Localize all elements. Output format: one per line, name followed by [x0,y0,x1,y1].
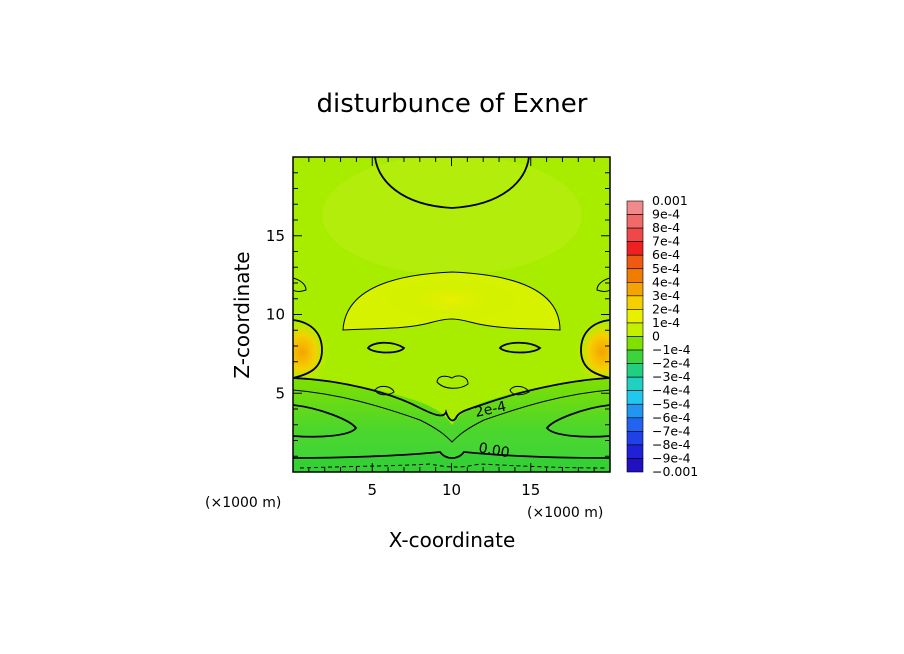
colorbar-swatch [626,227,644,242]
x-tick-label: 5 [367,481,377,499]
colorbar-swatch [626,390,644,405]
contour-left-eye [366,341,406,354]
colorbar-label: −9e-4 [652,450,691,465]
contour-2e-4 [293,377,610,422]
colorbar-swatch [626,254,644,270]
colorbar-label: 8e-4 [652,220,680,235]
contour-right-small [509,385,530,396]
colorbar-label: −3e-4 [652,369,691,384]
colorbar-swatch [626,295,644,310]
colorbar-label: 9e-4 [652,207,680,222]
y-tick-label: 10 [266,306,285,324]
colorbar-swatch [626,241,644,256]
chart-title: disturbunce of Exner [317,89,588,119]
colorbar-label: −6e-4 [652,410,691,425]
colorbar-label: −4e-4 [652,383,691,398]
x-axis: 5 10 15 [308,157,595,499]
contour-inner [293,389,610,443]
colorbar-label: 3e-4 [652,288,680,303]
colorbar-label: 1e-4 [652,315,680,330]
colorbar-swatch [626,417,644,432]
contours [293,157,610,469]
colorbar-label: −7e-4 [652,423,691,438]
colorbar-swatch [626,214,644,229]
y-axis-title: Z-coordinate [230,251,254,378]
contour-right-edge [596,277,610,292]
colorbar-swatch [626,403,644,419]
colorbar-label: 6e-4 [652,247,680,262]
x-tick-label: 10 [442,481,461,499]
contour-center-blob [436,375,469,389]
x-axis-title: X-coordinate [389,528,516,552]
colorbar-label: 4e-4 [652,274,680,289]
colorbar-swatch [626,200,644,215]
contour-label-zero: 0.00 [477,440,510,461]
contour-label-2e-4: 2e-4 [474,399,508,421]
x-tick-label: 15 [521,481,540,499]
contour-dome [342,271,561,331]
colorbar-swatch [626,444,644,459]
contour-top [374,157,530,209]
field-upper-band [322,157,582,275]
y-tick-label: 15 [266,227,285,245]
colorbar-label: 2e-4 [652,301,680,316]
contour-left-small [374,385,395,396]
colorbar-label: 5e-4 [652,261,680,276]
colorbar-swatch [626,336,644,351]
y-tick-label: 5 [275,384,285,402]
colorbar-swatch [626,268,644,283]
y-axis: 5 10 15 [266,172,610,457]
colorbar-swatch [626,376,644,391]
colorbar-swatch [626,458,644,473]
colorbar-swatch [626,431,644,446]
y-axis-unit: (×1000 m) [205,495,281,511]
contour-left-edge [293,277,307,292]
field-lower-region [293,378,610,472]
contour-left-wedge [293,404,358,438]
contour-zero [293,451,610,459]
contour-left-lobe [293,319,323,379]
colorbar-label: 0.001 [652,193,688,208]
contour-right-eye [498,341,542,354]
colorbar-label: −8e-4 [652,437,691,452]
colorbar-label: −1e-4 [652,342,691,357]
colorbar-swatch [626,363,644,378]
contour-right-lobe [580,319,610,379]
colorbar-label: 0 [652,329,660,344]
field-dome-core [382,278,522,322]
plot-area: 2e-4 0.00 [293,157,610,472]
colorbar-swatch [626,349,644,364]
colorbar-label: 7e-4 [652,234,680,249]
contour-negative [299,463,606,469]
x-axis-unit: (×1000 m) [527,505,603,521]
colorbar-swatch [626,281,644,297]
colorbar-label: −5e-4 [652,396,691,411]
contour-right-wedge [545,404,610,438]
colorbar: 0.0019e-48e-47e-46e-45e-44e-43e-42e-41e-… [626,193,698,479]
colorbar-swatch [626,309,644,324]
colorbar-swatch [626,322,644,337]
colorbar-label: −0.001 [652,464,698,479]
colorbar-label: −2e-4 [652,356,691,371]
